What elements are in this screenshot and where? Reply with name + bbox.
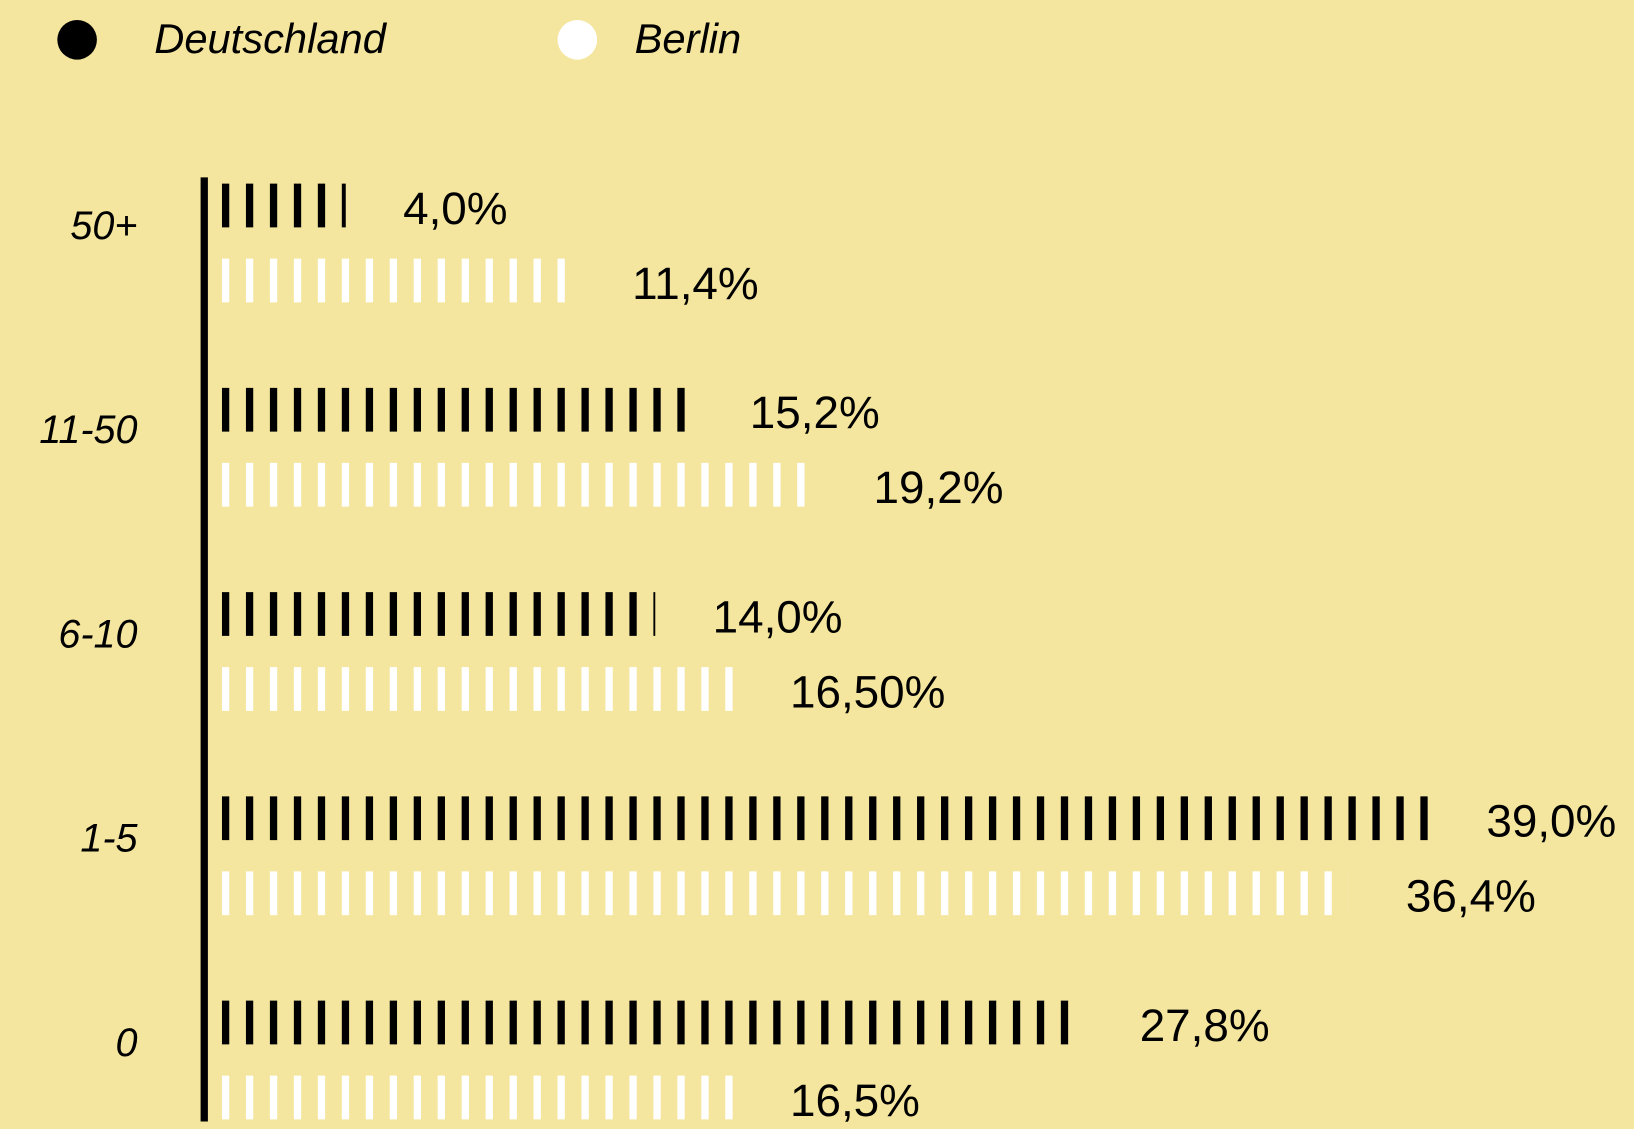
value-label: 16,5% (790, 1074, 920, 1126)
value-label: 19,2% (874, 461, 1004, 513)
value-label: 4,0% (403, 182, 507, 234)
value-label: 39,0% (1486, 795, 1616, 847)
category-label: 1-5 (80, 817, 138, 861)
value-label: 15,2% (750, 386, 880, 438)
value-label: 27,8% (1140, 999, 1270, 1051)
value-label: 11,4% (632, 257, 759, 309)
legend-swatch (557, 20, 598, 60)
value-label: 16,50% (790, 665, 945, 717)
legend-swatch (57, 20, 97, 60)
category-label: 11-50 (39, 408, 137, 452)
legend-label: Berlin (635, 15, 742, 62)
category-label: 50+ (70, 204, 137, 248)
legend-label: Deutschland (154, 15, 387, 62)
value-label: 36,4% (1406, 870, 1536, 922)
category-label: 6-10 (58, 612, 137, 656)
category-label: 0 (116, 1021, 138, 1065)
value-label: 14,0% (713, 590, 843, 642)
